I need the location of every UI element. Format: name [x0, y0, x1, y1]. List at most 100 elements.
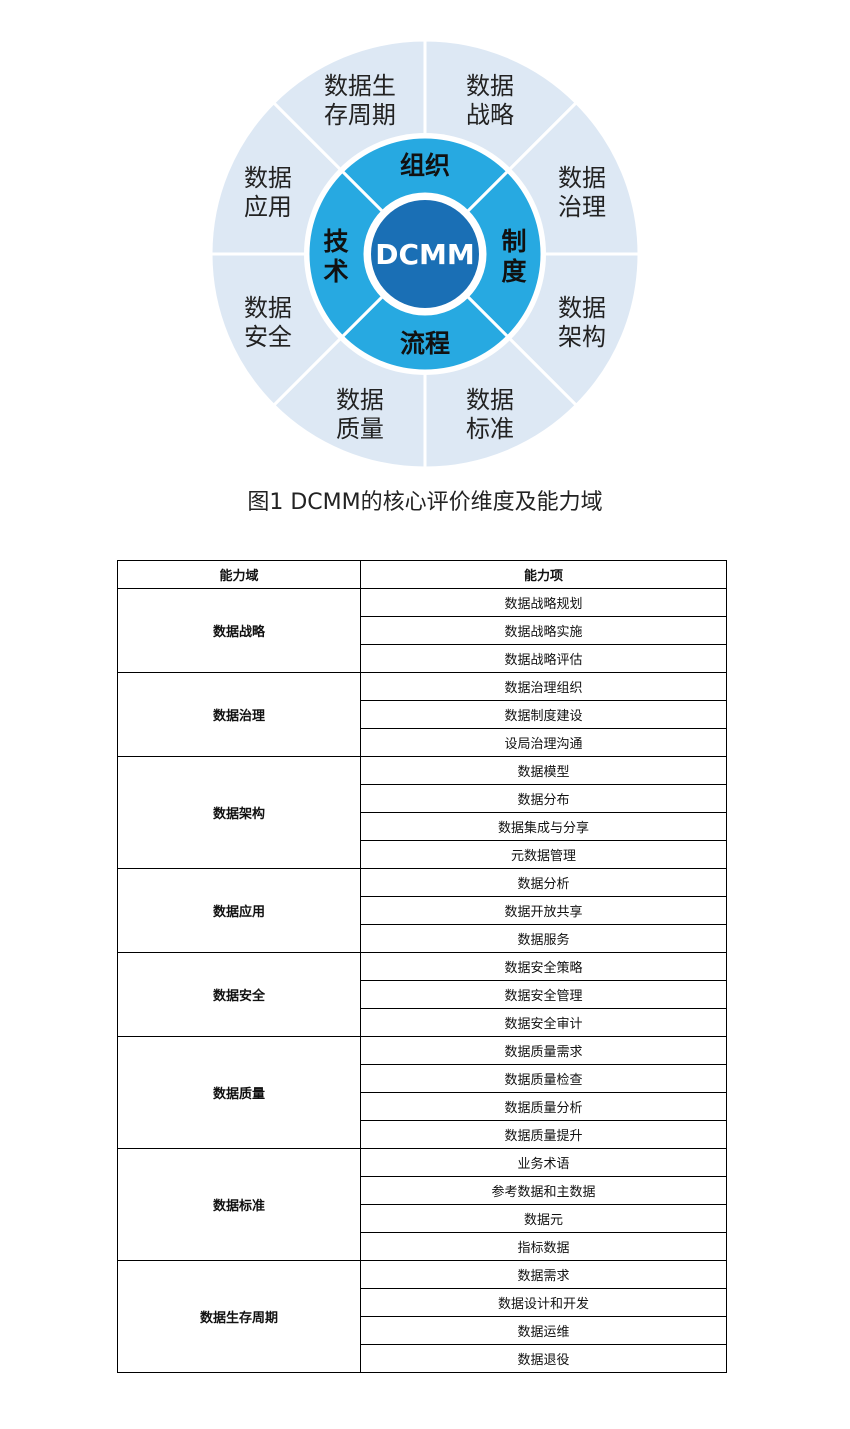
- item-cell: 数据分析: [360, 868, 727, 897]
- label-line: 安全: [244, 323, 292, 351]
- item-cell: 数据开放共享: [360, 896, 727, 925]
- inner-segment-label: 流程: [400, 329, 450, 358]
- table-row: 数据运维: [118, 1316, 727, 1345]
- label-char: 度: [501, 257, 526, 286]
- domain-cell: 数据治理: [117, 672, 361, 757]
- item-cell: 数据战略规划: [360, 588, 727, 617]
- domain-cell: 数据应用: [117, 868, 361, 953]
- label-line: 标准: [466, 415, 514, 443]
- table-row: 设局治理沟通: [118, 728, 727, 757]
- item-cell: 数据质量提升: [360, 1120, 727, 1149]
- item-cell: 数据退役: [360, 1344, 727, 1373]
- label-line: 治理: [558, 193, 606, 221]
- inner-segment-label: 技术: [323, 227, 348, 286]
- table-header-row: 能力域 能力项: [117, 560, 727, 589]
- table-row: 数据战略 数据战略规划: [117, 588, 727, 673]
- table-row: 数据生存周期 数据需求: [117, 1260, 727, 1373]
- inner-segment: [465, 169, 544, 339]
- label-line: 数据: [558, 164, 606, 192]
- item-cell: 数据质量需求: [360, 1036, 727, 1065]
- table-row: 数据应用 数据分析: [117, 868, 727, 953]
- label-line: 数据: [466, 72, 514, 100]
- label-char: 技: [323, 227, 348, 256]
- inner-segment: [340, 294, 510, 373]
- item-cell: 数据制度建设: [360, 700, 727, 729]
- item-cell: 数据治理组织: [360, 672, 727, 701]
- table-row: 数据安全管理: [118, 980, 727, 1009]
- item-cell: 业务术语: [360, 1148, 727, 1177]
- item-cell: 数据需求: [360, 1260, 727, 1289]
- table-row: 数据质量提升: [118, 1120, 727, 1149]
- header-domain: 能力域: [117, 560, 361, 589]
- center-label: DCMM: [375, 238, 475, 271]
- label-line: 数据: [244, 164, 292, 192]
- table-row: 参考数据和主数据: [118, 1176, 727, 1205]
- item-cell: 数据设计和开发: [360, 1288, 727, 1317]
- table-row: 数据开放共享: [118, 896, 727, 925]
- domain-cell: 数据生存周期: [117, 1260, 361, 1373]
- outer-segment-label: 数据生存周期: [324, 72, 396, 129]
- label-char: 术: [323, 257, 348, 286]
- item-cell: 数据分布: [360, 784, 727, 813]
- outer-segment-label: 数据质量: [336, 386, 384, 443]
- label-line: 架构: [558, 323, 606, 351]
- table-row: 数据质量 数据质量需求: [117, 1036, 727, 1149]
- item-cell: 设局治理沟通: [360, 728, 727, 757]
- table-row: 数据战略实施: [118, 616, 727, 645]
- table-row: 数据安全 数据安全策略: [117, 952, 727, 1037]
- item-cell: 数据安全审计: [360, 1008, 727, 1037]
- item-cell: 数据战略实施: [360, 616, 727, 645]
- domain-cell: 数据安全: [117, 952, 361, 1037]
- table-row: 指标数据: [118, 1232, 727, 1261]
- table-row: 数据架构 数据模型: [117, 756, 727, 869]
- center-circle: [371, 200, 479, 308]
- label-char: 制: [501, 227, 526, 256]
- table-row: 数据集成与分享: [118, 812, 727, 841]
- item-cell: 数据运维: [360, 1316, 727, 1345]
- label-line: 质量: [336, 415, 384, 443]
- capability-table: 能力域 能力项 数据战略 数据战略规划 数据战略实施 数据战略评估 数据治理 数据治理组织…: [117, 560, 727, 1373]
- item-cell: 指标数据: [360, 1232, 727, 1261]
- label-line: 存周期: [324, 101, 396, 129]
- item-cell: 数据质量检查: [360, 1064, 727, 1093]
- item-cell: 数据质量分析: [360, 1092, 727, 1121]
- item-cell: 数据集成与分享: [360, 812, 727, 841]
- item-cell: 元数据管理: [360, 840, 727, 869]
- domain-cell: 数据架构: [117, 756, 361, 869]
- label-line: 战略: [466, 101, 514, 129]
- header-item: 能力项: [360, 560, 727, 589]
- table-row: 数据标准 业务术语: [117, 1148, 727, 1261]
- outer-segment-label: 数据标准: [466, 386, 514, 443]
- table-row: 数据设计和开发: [118, 1288, 727, 1317]
- table-row: 数据元: [118, 1204, 727, 1233]
- outer-segment-label: 数据架构: [558, 294, 606, 351]
- item-cell: 数据元: [360, 1204, 727, 1233]
- label-line: 数据: [558, 294, 606, 322]
- outer-segment-label: 数据安全: [244, 294, 292, 351]
- item-cell: 数据服务: [360, 924, 727, 953]
- item-cell: 数据安全管理: [360, 980, 727, 1009]
- domain-cell: 数据战略: [117, 588, 361, 673]
- inner-segment: [306, 169, 385, 339]
- dcmm-wheel-diagram: 数据战略数据治理数据架构数据标准数据质量数据安全数据应用数据生存周期组织制度流程…: [209, 38, 641, 470]
- domain-cell: 数据质量: [117, 1036, 361, 1149]
- inner-segment-label: 制度: [501, 227, 526, 286]
- label-line: 数据生: [324, 72, 396, 100]
- label-line: 数据: [244, 294, 292, 322]
- item-cell: 数据安全策略: [360, 952, 727, 981]
- outer-segment-label: 数据战略: [466, 72, 514, 129]
- inner-segment-label: 组织: [400, 151, 450, 180]
- outer-segment-label: 数据治理: [558, 164, 606, 221]
- figure-caption: 图1 DCMM的核心评价维度及能力域: [247, 490, 603, 515]
- outer-segment-label: 数据应用: [244, 164, 292, 221]
- label-line: 数据: [336, 386, 384, 414]
- label-line: 应用: [244, 193, 292, 221]
- table-row: 数据治理 数据治理组织: [117, 672, 727, 757]
- item-cell: 数据战略评估: [360, 644, 727, 673]
- domain-cell: 数据标准: [117, 1148, 361, 1261]
- item-cell: 数据模型: [360, 756, 727, 785]
- table-row: 数据退役: [118, 1344, 727, 1373]
- label-line: 数据: [466, 386, 514, 414]
- table-row: 数据战略评估: [118, 644, 727, 673]
- inner-segment: [340, 135, 510, 214]
